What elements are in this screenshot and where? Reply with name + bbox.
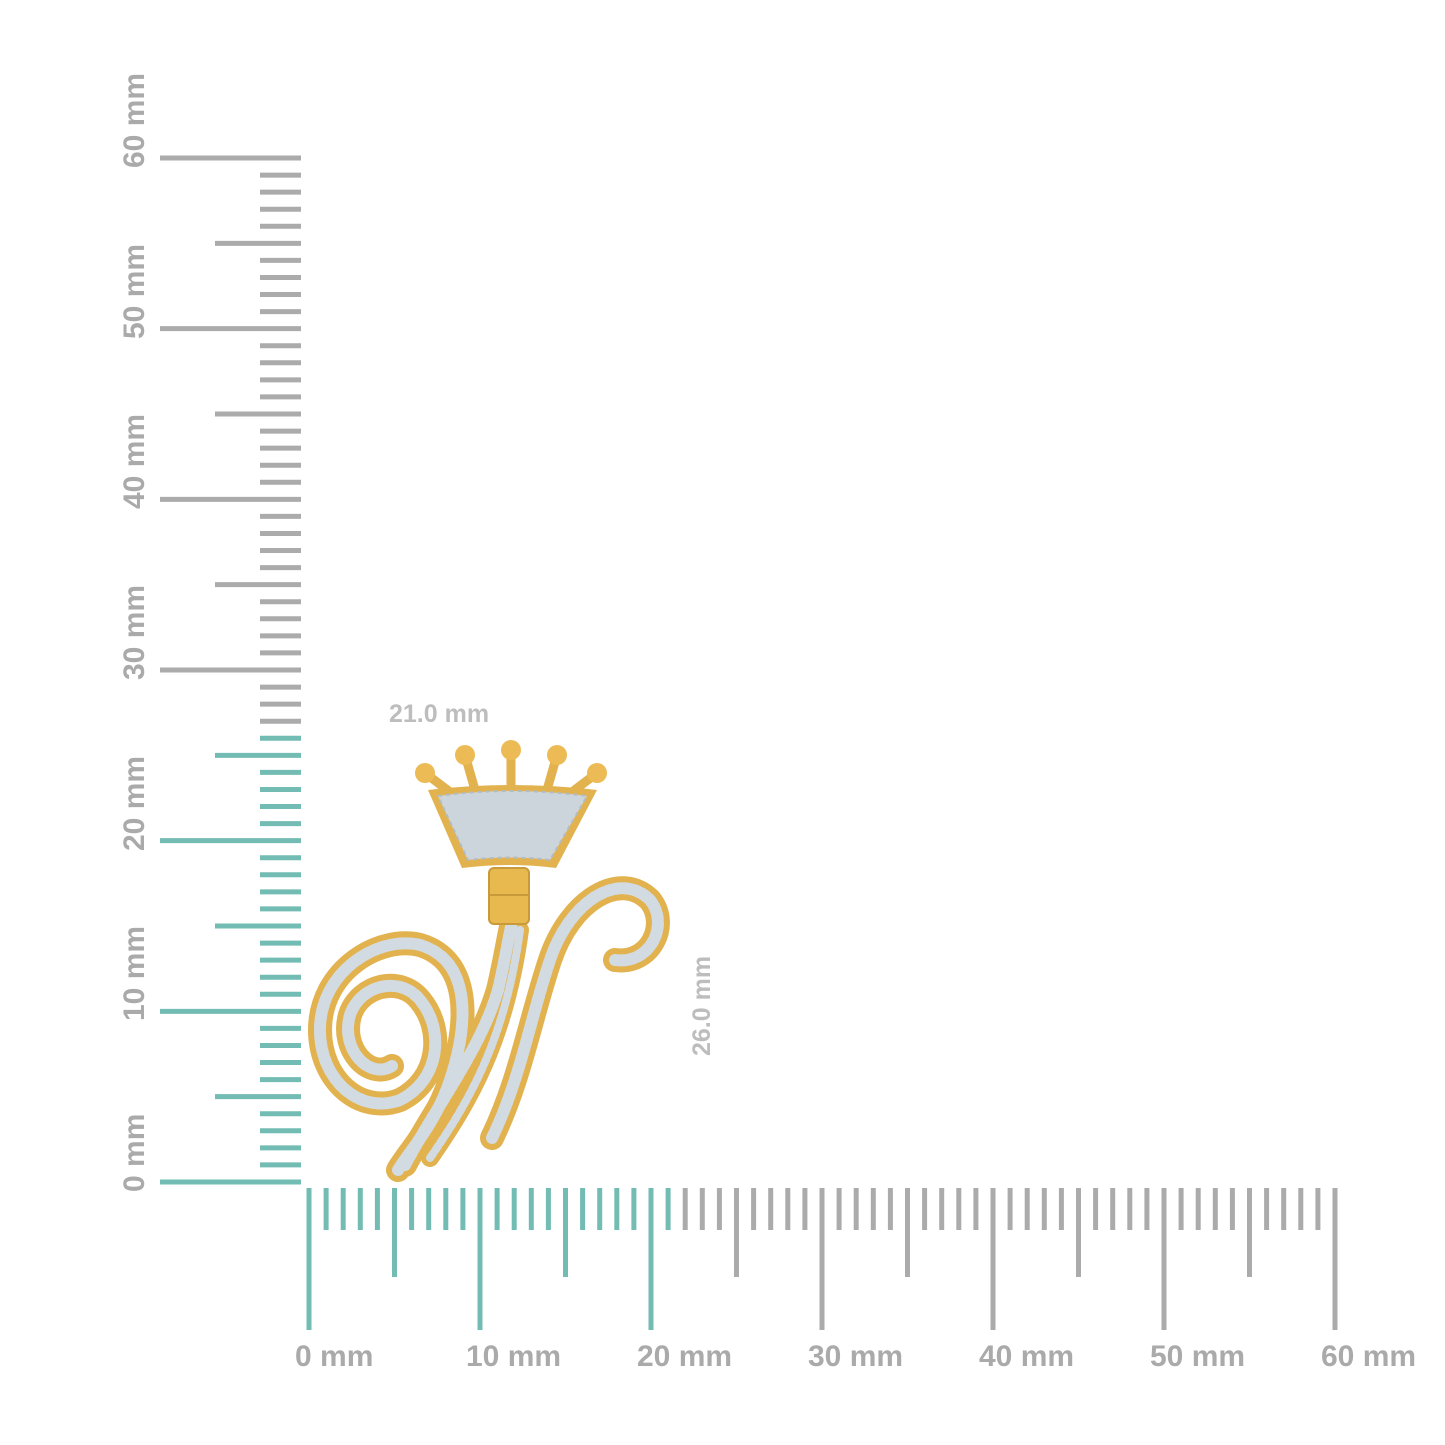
horizontal-ruler: [306, 1188, 1338, 1330]
pendant-crown: [415, 740, 607, 868]
horizontal-label: 60 mm: [1321, 1340, 1417, 1373]
horizontal-label: 20 mm: [637, 1340, 733, 1373]
vertical-label: 30 mm: [118, 584, 151, 680]
horizontal-label: 40 mm: [979, 1340, 1075, 1373]
horizontal-label: 50 mm: [1150, 1340, 1246, 1373]
vertical-label: 10 mm: [118, 926, 151, 1022]
pendant-image: [307, 740, 670, 1182]
vertical-ruler: [160, 155, 301, 1185]
height-dimension-label: 26.0 mm: [688, 955, 716, 1056]
horizontal-label: 0 mm: [295, 1340, 374, 1373]
width-dimension-label: 21.0 mm: [389, 700, 490, 728]
vertical-label: 50 mm: [118, 243, 151, 339]
vertical-label: 40 mm: [118, 414, 151, 510]
vertical-label: 0 mm: [118, 1113, 151, 1192]
horizontal-label: 30 mm: [808, 1340, 904, 1373]
vertical-label: 60 mm: [118, 72, 151, 168]
vertical-label: 20 mm: [118, 755, 151, 851]
horizontal-label: 10 mm: [466, 1340, 562, 1373]
